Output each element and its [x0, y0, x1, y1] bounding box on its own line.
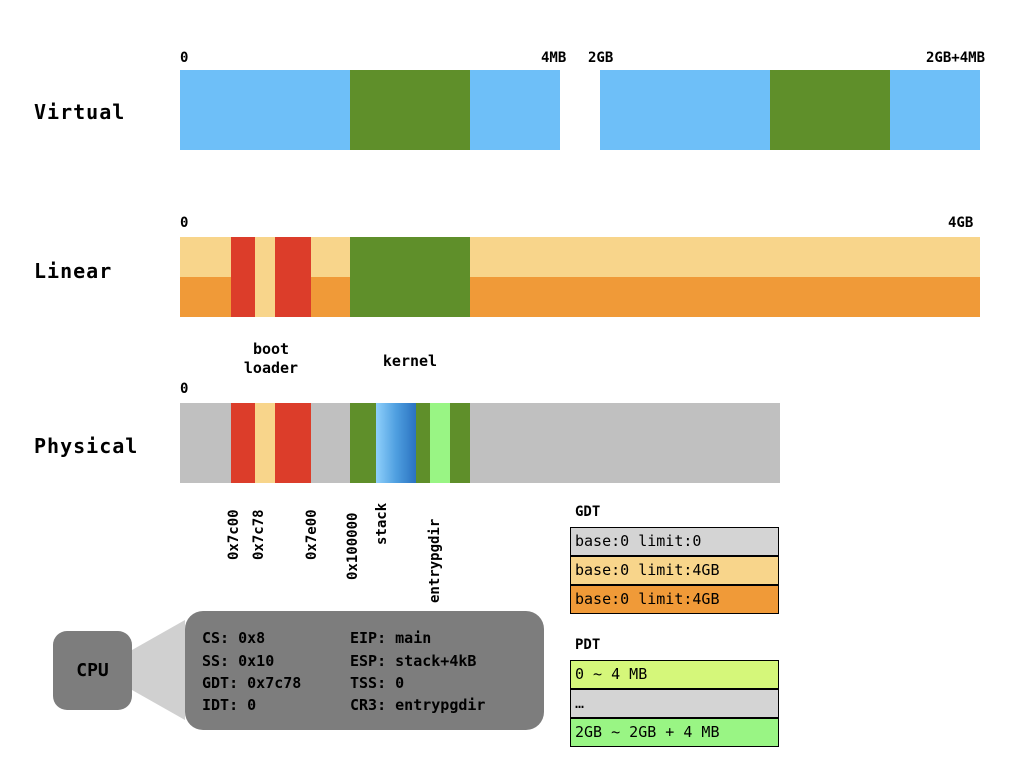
boot-caption-line-2: loader: [243, 359, 299, 377]
reg-idt: IDT: 0: [202, 696, 257, 714]
virtual-label: Virtual: [34, 100, 126, 124]
pdt-title: PDT: [575, 637, 601, 653]
physical-entrypgdir-block: [430, 403, 450, 483]
reg-ss: SS: 0x10: [202, 652, 275, 670]
physical-boot-gdt-slot: [255, 403, 275, 483]
cpu-box: CPU: [53, 631, 132, 710]
gdt-row-code: base:0 limit:4GB: [570, 556, 779, 585]
linear-kernel-block: [350, 237, 470, 317]
physical-boot-block-2: [275, 403, 311, 483]
boot-caption-line-1: boot: [252, 340, 290, 358]
virtual-tick-4mb: 4MB: [541, 50, 567, 66]
gdt-row-data: base:0 limit:4GB: [570, 585, 779, 614]
cpu-connector-shape: [132, 620, 185, 720]
reg-cs: CS: 0x8: [202, 629, 266, 647]
boot-loader-caption: boot loader: [236, 340, 306, 378]
linear-tick-0: 0: [180, 215, 189, 231]
linear-tick-4gb: 4GB: [948, 215, 974, 231]
cpu-label: CPU: [76, 660, 109, 681]
physical-boot-block-1: [231, 403, 255, 483]
cpu-registers-panel: CS: 0x8 SS: 0x10 GDT: 0x7c78 IDT: 0 EIP:…: [185, 611, 544, 730]
reg-tss: TSS: 0: [350, 674, 405, 692]
virtual-tick-0: 0: [180, 50, 189, 66]
virtual-tick-2gb-4mb: 2GB+4MB: [926, 50, 986, 66]
physical-tick-0: 0: [180, 381, 189, 397]
pdt-row-high: 2GB ~ 2GB + 4 MB: [570, 718, 779, 747]
pdt-row-low: 0 ~ 4 MB: [570, 660, 779, 689]
reg-gdt: GDT: 0x7c78: [202, 674, 302, 692]
linear-label: Linear: [34, 259, 113, 283]
virtual-low-kernel-block: [350, 70, 470, 150]
gdt-row-null: base:0 limit:0: [570, 527, 779, 556]
pdt-row-ellipsis: …: [570, 689, 779, 718]
virtual-high-kernel-block: [770, 70, 890, 150]
linear-lower-band: [180, 277, 980, 317]
kernel-caption: kernel: [382, 352, 438, 370]
reg-eip: EIP: main: [350, 629, 432, 647]
reg-cr3: CR3: entrypgdir: [350, 696, 486, 714]
linear-boot-gdt-slot: [255, 237, 275, 317]
gdt-title: GDT: [575, 504, 601, 520]
reg-esp: ESP: stack+4kB: [350, 652, 477, 670]
linear-boot-block-1: [231, 237, 255, 317]
physical-stack-block: [376, 403, 416, 483]
virtual-tick-2gb: 2GB: [588, 50, 614, 66]
physical-label: Physical: [34, 434, 139, 458]
linear-boot-block-2: [275, 237, 311, 317]
linear-upper-band: [180, 237, 980, 277]
